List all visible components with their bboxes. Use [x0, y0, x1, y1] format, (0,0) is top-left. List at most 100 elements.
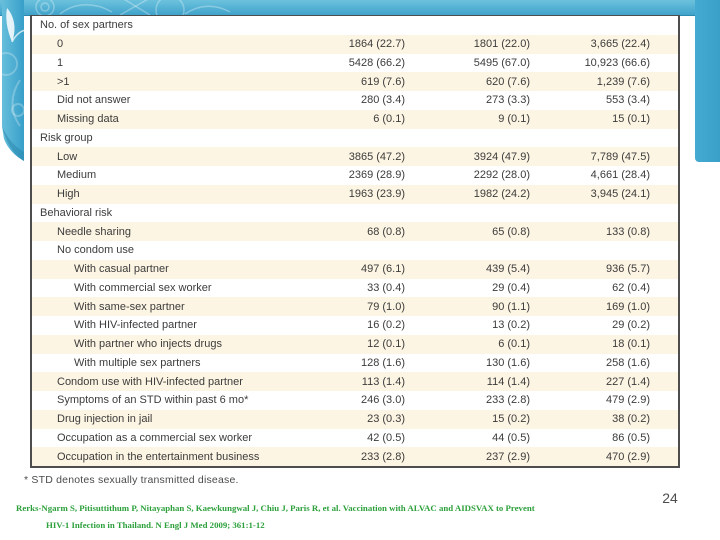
table-row: 1 5428 (66.2) 5495 (67.0) 10,923 (66.6)	[32, 54, 678, 73]
value-placebo-group: 3924 (47.9)	[473, 150, 530, 163]
value-vaccine-group: 1963 (23.9)	[348, 188, 405, 201]
row-label: Occupation as a commercial sex worker	[57, 431, 253, 444]
value-total: 3,665 (22.4)	[590, 38, 650, 51]
right-theme-ribbon	[695, 0, 720, 162]
table-row: With partner who injects drugs 12 (0.1) 6 …	[32, 334, 678, 354]
row-label: Missing data	[57, 113, 119, 126]
value-total: 258 (1.6)	[605, 356, 650, 369]
value-total: 38 (0.2)	[612, 413, 650, 426]
row-label: Risk group	[40, 131, 93, 144]
value-vaccine-group: 246 (3.0)	[360, 394, 405, 407]
value-vaccine-group: 128 (1.6)	[360, 356, 405, 369]
row-label: With multiple sex partners	[74, 356, 201, 369]
table-row: Low 3865 (47.2) 3924 (47.9) 7,789 (47.5)	[32, 147, 678, 166]
table-row: Medium 2369 (28.9) 2292 (28.0) 4,661 (28.4)	[32, 166, 678, 185]
value-total: 3,945 (24.1)	[590, 188, 650, 201]
value-vaccine-group: 3865 (47.2)	[348, 150, 405, 163]
table-row: Behavioral risk	[32, 204, 678, 223]
value-total: 227 (1.4)	[605, 375, 650, 388]
value-vaccine-group: 233 (2.8)	[360, 450, 405, 463]
row-label: Low	[57, 150, 78, 163]
row-label: Behavioral risk	[40, 206, 113, 219]
table-footnote: * STD denotes sexually transmitted disea…	[24, 474, 239, 486]
value-placebo-group: 237 (2.9)	[485, 450, 530, 463]
row-label: No condom use	[57, 244, 135, 257]
value-total: 86 (0.5)	[612, 431, 650, 444]
value-vaccine-group: 497 (6.1)	[360, 263, 405, 276]
table-row: No. of sex partners	[32, 16, 678, 35]
row-label: Occupation in the entertainment business	[57, 450, 260, 463]
value-placebo-group: 65 (0.8)	[492, 225, 530, 238]
value-placebo-group: 5495 (67.0)	[473, 56, 530, 69]
baseline-characteristics-table: No. of sex partners 0 1864 (22.7) 1801 (22.…	[30, 15, 680, 468]
value-placebo-group: 29 (0.4)	[492, 281, 530, 294]
value-vaccine-group: 113 (1.4)	[361, 375, 405, 388]
table-row: With same-sex partner 79 (1.0) 90 (1.1) 169…	[32, 297, 678, 316]
source-citation: Rerks-Ngarm S, Pitisuttithum P, Nitayaph…	[16, 500, 646, 534]
value-placebo-group: 273 (3.3)	[485, 94, 530, 107]
value-placebo-group: 1801 (22.0)	[473, 38, 530, 51]
value-vaccine-group: 79 (1.0)	[367, 300, 405, 313]
row-label: With HIV-infected partner	[74, 319, 197, 332]
row-label: With casual partner	[74, 263, 169, 276]
value-vaccine-group: 12 (0.1)	[367, 338, 405, 351]
table-row: No condom use	[32, 241, 678, 260]
table-row: With HIV-infected partner 16 (0.2) 13 (0.2…	[32, 316, 678, 335]
row-label: Drug injection in jail	[57, 413, 153, 426]
value-total: 936 (5.7)	[605, 263, 650, 276]
table-row: Drug injection in jail 23 (0.3) 15 (0.2) 38…	[32, 409, 678, 429]
citation-line-2: HIV-1 Infection in Thailand. N Engl J Me…	[46, 520, 265, 530]
row-label: 0	[57, 38, 64, 51]
value-total: 10,923 (66.6)	[584, 56, 650, 69]
value-total: 1,239 (7.6)	[596, 75, 650, 88]
value-total: 553 (3.4)	[605, 94, 650, 107]
value-placebo-group: 90 (1.1)	[492, 300, 530, 313]
value-placebo-group: 233 (2.8)	[485, 394, 530, 407]
value-total: 7,789 (47.5)	[590, 150, 650, 163]
table-row: Needle sharing 68 (0.8) 65 (0.8) 133 (0.8)	[32, 222, 678, 241]
table-row: With casual partner 497 (6.1) 439 (5.4) 936…	[32, 259, 678, 279]
table-row: 0 1864 (22.7) 1801 (22.0) 3,665 (22.4)	[32, 34, 678, 54]
value-total: 479 (2.9)	[605, 394, 650, 407]
table-row: With commercial sex worker 33 (0.4) 29 (0.…	[32, 279, 678, 298]
value-placebo-group: 13 (0.2)	[492, 319, 530, 332]
value-total: 18 (0.1)	[612, 338, 650, 351]
top-theme-band	[0, 0, 720, 16]
row-label: Did not answer	[57, 94, 131, 107]
row-label: Symptoms of an STD within past 6 mo*	[57, 394, 249, 407]
table-row: >1 619 (7.6) 620 (7.6) 1,239 (7.6)	[32, 72, 678, 91]
row-label: With same-sex partner	[74, 300, 185, 313]
table-row: Did not answer 280 (3.4) 273 (3.3) 553 (3.4…	[32, 91, 678, 110]
row-label: No. of sex partners	[40, 19, 133, 32]
table-row: Condom use with HIV-infected partner 113 …	[32, 372, 678, 391]
table-row: Missing data 6 (0.1) 9 (0.1) 15 (0.1)	[32, 109, 678, 129]
value-vaccine-group: 42 (0.5)	[367, 431, 405, 444]
row-label: High	[57, 188, 80, 201]
value-vaccine-group: 68 (0.8)	[367, 225, 405, 238]
value-vaccine-group: 619 (7.6)	[360, 75, 405, 88]
row-label: Medium	[57, 169, 97, 182]
table-row: Occupation in the entertainment business…	[32, 447, 678, 466]
value-placebo-group: 15 (0.2)	[492, 413, 530, 426]
value-vaccine-group: 2369 (28.9)	[348, 169, 405, 182]
value-placebo-group: 6 (0.1)	[498, 338, 530, 351]
left-theme-ribbon	[0, 0, 28, 172]
value-placebo-group: 439 (5.4)	[485, 263, 530, 276]
row-label: With commercial sex worker	[74, 281, 212, 294]
value-total: 169 (1.0)	[605, 300, 650, 313]
row-label: With partner who injects drugs	[74, 338, 222, 351]
slide-page-number: 24	[662, 490, 678, 506]
value-placebo-group: 2292 (28.0)	[473, 169, 530, 182]
value-total: 62 (0.4)	[612, 281, 650, 294]
row-label: >1	[57, 75, 70, 88]
row-label: 1	[57, 56, 64, 69]
value-vaccine-group: 33 (0.4)	[367, 281, 405, 294]
value-total: 470 (2.9)	[605, 450, 650, 463]
table-body: No. of sex partners 0 1864 (22.7) 1801 (22.…	[32, 16, 678, 466]
value-total: 133 (0.8)	[605, 225, 650, 238]
value-vaccine-group: 16 (0.2)	[367, 319, 405, 332]
row-label: Condom use with HIV-infected partner	[57, 375, 243, 388]
value-placebo-group: 114 (1.4)	[486, 375, 530, 388]
value-placebo-group: 1982 (24.2)	[473, 188, 530, 201]
row-label: Needle sharing	[57, 225, 131, 238]
